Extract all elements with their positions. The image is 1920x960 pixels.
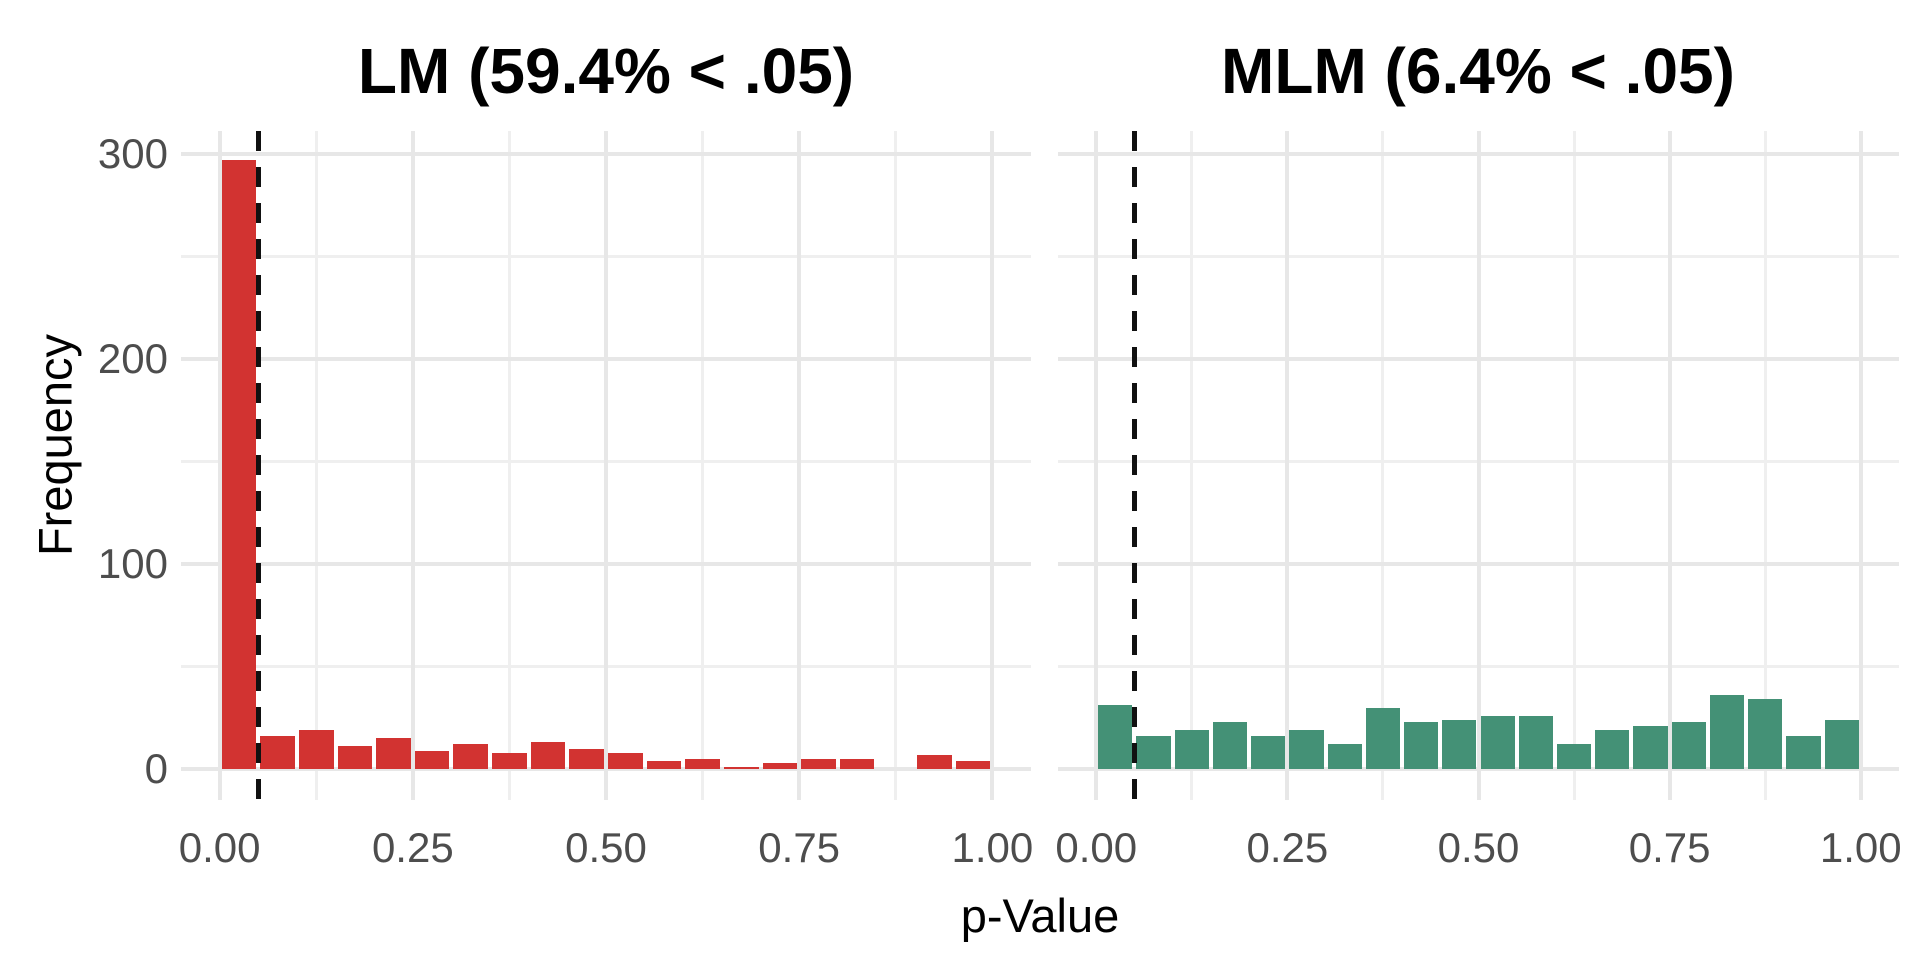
histogram-bar (1480, 715, 1515, 769)
gridline-minor-horizontal (1058, 665, 1899, 668)
histogram-bar (530, 742, 566, 769)
x-tick-label: 0.75 (1628, 824, 1711, 871)
histogram-bar (376, 738, 411, 769)
gridline-major-vertical (410, 131, 415, 800)
histogram-bar (1786, 736, 1821, 769)
gridline-major-horizontal (1058, 767, 1899, 771)
x-tick-label: 1.00 (1819, 824, 1902, 871)
x-tick-label: 0.75 (758, 824, 841, 871)
x-tick-label: 0.50 (1437, 824, 1520, 871)
histogram-bar (1671, 721, 1706, 769)
gridline-minor-vertical (1381, 131, 1385, 800)
histogram-bar (1098, 705, 1133, 769)
gridline-minor-vertical (1572, 131, 1576, 800)
y-tick-label: 200 (97, 335, 168, 382)
x-tick-label: 1.00 (951, 824, 1034, 871)
x-tick-label: 0.50 (565, 824, 647, 871)
gridline-minor-horizontal (181, 255, 1031, 258)
histogram-bar (917, 754, 952, 769)
gridline-major-vertical (1285, 131, 1290, 800)
histogram-bar (1633, 725, 1668, 769)
histogram-bar (608, 752, 643, 769)
gridline-major-horizontal (1058, 152, 1899, 156)
x-axis-label: p-Value (960, 889, 1120, 942)
x-tick-label: 0.25 (371, 824, 454, 871)
histogram-bar (492, 752, 527, 769)
x-tick-label: 0.25 (1246, 824, 1329, 871)
y-tick-label: 0 (144, 745, 168, 792)
histogram-bar (955, 760, 991, 769)
histogram-bar (1365, 707, 1401, 769)
histogram-bar (1518, 715, 1553, 769)
threshold-dashed-line (1131, 131, 1137, 800)
gridline-minor-vertical (507, 131, 511, 800)
y-tick-label: 100 (97, 540, 168, 587)
histogram-bar (1327, 744, 1362, 769)
histogram-bar (1748, 699, 1783, 769)
histogram-bar (1556, 744, 1592, 769)
gridline-minor-horizontal (181, 460, 1031, 463)
histogram-bar (569, 748, 604, 769)
histogram-bar (1595, 730, 1630, 769)
gridline-major-vertical (1667, 131, 1672, 800)
histogram-bar (723, 766, 759, 769)
gridline-minor-horizontal (1058, 255, 1899, 258)
histogram-bar (1289, 730, 1324, 769)
x-tick-label: 0.00 (1055, 824, 1138, 871)
gridline-minor-vertical (894, 131, 898, 800)
gridline-major-horizontal (1058, 562, 1899, 566)
x-tick-label: 0.00 (178, 824, 261, 871)
gridline-minor-horizontal (181, 665, 1031, 668)
panel-title-mlm: MLM (6.4% < .05) (1221, 35, 1735, 107)
gridline-major-vertical (217, 131, 222, 800)
gridline-minor-horizontal (1058, 460, 1899, 463)
gridline-major-horizontal (181, 152, 1031, 156)
histogram-bar (685, 758, 720, 769)
y-tick-label: 300 (97, 130, 168, 177)
histogram-bar (221, 160, 257, 769)
gridline-major-horizontal (181, 357, 1031, 361)
gridline-major-horizontal (181, 767, 1031, 771)
gridline-minor-vertical (1763, 131, 1767, 800)
gridline-major-vertical (1094, 131, 1099, 800)
histogram-bar (1136, 736, 1171, 769)
threshold-dashed-line (255, 131, 261, 800)
gridline-major-vertical (604, 131, 608, 800)
gridline-minor-vertical (314, 131, 318, 800)
histogram-bar (801, 758, 836, 769)
histogram-bar (414, 750, 450, 769)
histogram-bar (1709, 695, 1745, 769)
gridline-minor-vertical (1190, 131, 1194, 800)
histogram-bar (1442, 719, 1477, 769)
histogram-bar (762, 762, 798, 769)
histogram-bar (260, 736, 295, 769)
histogram-bar (298, 730, 334, 769)
gridline-minor-vertical (701, 131, 705, 800)
gridline-major-vertical (797, 131, 802, 800)
histogram-bar (1824, 719, 1859, 769)
histogram-bar (1174, 730, 1209, 769)
gridline-major-vertical (1476, 131, 1481, 800)
histogram-bar (646, 760, 682, 769)
histogram-bar (453, 744, 489, 769)
histogram-bar (1251, 736, 1286, 769)
panel-title-lm: LM (59.4% < .05) (357, 35, 855, 107)
histogram-bar (1212, 721, 1248, 769)
gridline-major-horizontal (1058, 357, 1899, 361)
histogram-bar (1404, 721, 1439, 769)
histogram-bar (337, 746, 373, 769)
gridline-major-vertical (990, 131, 995, 800)
histogram-bar (839, 758, 875, 769)
gridline-major-vertical (1858, 131, 1863, 800)
gridline-major-horizontal (181, 562, 1031, 566)
